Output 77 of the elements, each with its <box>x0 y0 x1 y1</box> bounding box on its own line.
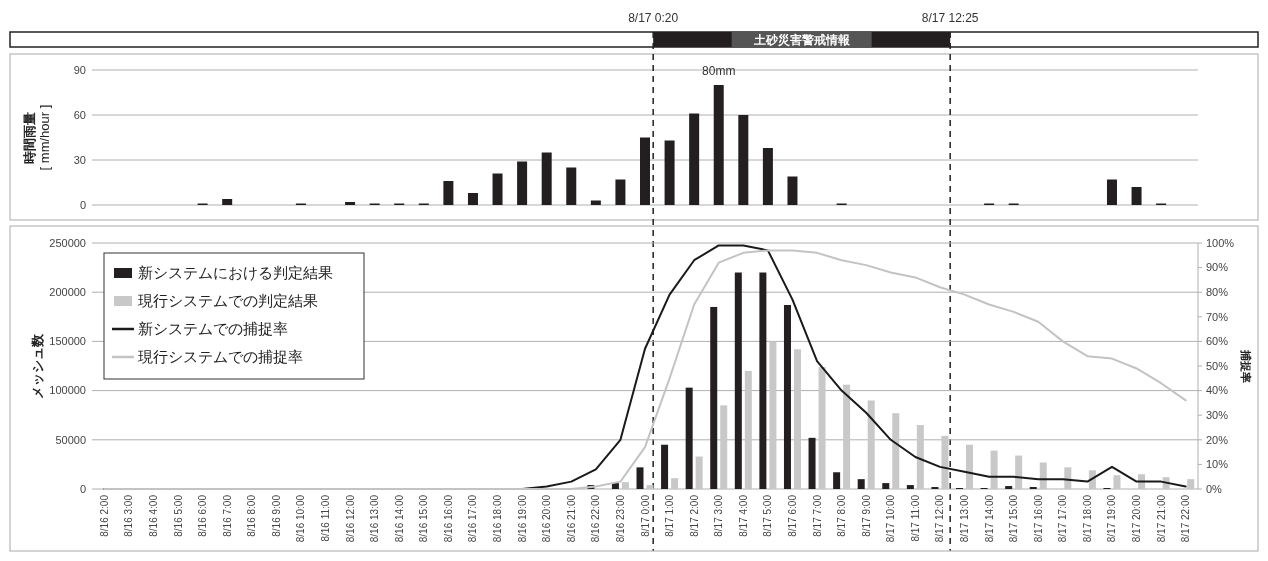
y2-tick-label: 10% <box>1206 458 1229 471</box>
annotation: 80mm <box>702 64 736 78</box>
x-tick-label: 8/17 22:00 <box>1180 494 1192 543</box>
x-tick-label: 8/16 5:00 <box>172 494 184 537</box>
x-tick-label: 8/17 11:00 <box>909 494 921 542</box>
y-tick-label: 30 <box>73 153 86 166</box>
y-tick-label: 100000 <box>49 384 86 397</box>
x-tick-label: 8/17 4:00 <box>737 494 749 537</box>
y2-tick-label: 30% <box>1206 409 1229 422</box>
x-tick-label: 8/17 17:00 <box>1057 494 1069 543</box>
y-tick-label: 0 <box>79 482 86 495</box>
x-tick-label: 8/16 13:00 <box>369 494 381 543</box>
text: 8/17 0:20 <box>628 11 679 25</box>
x-tick-label: 8/16 20:00 <box>541 494 553 543</box>
y2-tick-label: 50% <box>1206 359 1229 372</box>
x-tick-label: 8/16 23:00 <box>614 494 626 543</box>
x-tick-label: 8/16 3:00 <box>123 494 135 537</box>
x-tick-label: 8/16 19:00 <box>516 494 528 543</box>
x-tick-label: 8/16 12:00 <box>344 494 356 543</box>
x-tick-label: 8/16 17:00 <box>467 494 479 543</box>
x-tick-label: 8/17 19:00 <box>1106 494 1118 543</box>
y2-axis-title: 捕捉率 <box>1240 348 1252 383</box>
x-tick-label: 8/16 18:00 <box>492 494 504 543</box>
x-tick-label: 8/16 21:00 <box>565 494 577 543</box>
y-tick-label: 250000 <box>49 236 86 249</box>
legend-label: 新システムでの捕捉率 <box>138 320 288 338</box>
x-tick-label: 8/17 7:00 <box>811 494 823 537</box>
x-tick-label: 8/17 21:00 <box>1155 494 1167 543</box>
x-tick-label: 8/16 9:00 <box>270 494 282 537</box>
y2-tick-label: 70% <box>1206 310 1229 323</box>
x-tick-label: 8/17 2:00 <box>688 494 700 537</box>
y2-tick-label: 80% <box>1206 286 1229 299</box>
y-axis-title: メッシュ数 <box>30 332 45 399</box>
y-tick-label: 200000 <box>49 286 86 299</box>
x-tick-label: 8/16 10:00 <box>295 494 307 543</box>
y-tick-label: 150000 <box>49 335 86 348</box>
x-tick-label: 8/17 12:00 <box>934 494 946 543</box>
x-tick-label: 8/16 7:00 <box>221 494 233 537</box>
x-tick-label: 8/16 22:00 <box>590 494 602 543</box>
x-tick-label: 8/17 9:00 <box>860 494 872 537</box>
x-tick-label: 8/16 15:00 <box>418 494 430 543</box>
x-tick-label: 8/17 6:00 <box>786 494 798 537</box>
x-tick-label: 8/16 2:00 <box>98 494 110 537</box>
x-tick-label: 8/17 1:00 <box>664 494 676 537</box>
x-tick-label: 8/17 8:00 <box>836 494 848 537</box>
x-tick-label: 8/16 8:00 <box>246 494 258 537</box>
x-tick-label: 8/16 11:00 <box>319 494 331 542</box>
y2-tick-label: 0% <box>1206 482 1223 495</box>
y2-tick-label: 100% <box>1206 236 1235 249</box>
legend-label: 現行システムでの判定結果 <box>138 292 318 310</box>
y2-tick-label: 90% <box>1206 261 1229 274</box>
text: 8/17 12:25 <box>921 11 979 25</box>
y-tick-label: 60 <box>73 108 86 121</box>
legend-label: 新システムにおける判定結果 <box>138 264 333 282</box>
x-tick-label: 8/17 14:00 <box>983 494 995 543</box>
x-tick-label: 8/16 14:00 <box>393 494 405 543</box>
x-tick-label: 8/17 13:00 <box>959 494 971 543</box>
x-tick-label: 8/17 20:00 <box>1131 494 1143 543</box>
text: 土砂災害警戒情報 <box>752 33 851 47</box>
y-tick-label: 90 <box>73 63 86 76</box>
x-tick-label: 8/17 3:00 <box>713 494 725 537</box>
y2-tick-label: 20% <box>1206 433 1229 446</box>
y2-tick-label: 60% <box>1206 335 1229 348</box>
x-tick-label: 8/16 6:00 <box>197 494 209 537</box>
legend-label: 現行システムでの捕捉率 <box>138 348 303 366</box>
y-tick-label: 50000 <box>55 433 86 446</box>
y2-tick-label: 40% <box>1206 384 1229 397</box>
y-axis-title: 時間雨量 [ mm/hour ] <box>22 104 52 171</box>
x-tick-label: 8/17 16:00 <box>1032 494 1044 543</box>
x-tick-label: 8/17 10:00 <box>885 494 897 543</box>
x-tick-label: 8/16 4:00 <box>147 494 159 537</box>
x-tick-label: 8/17 15:00 <box>1008 494 1020 543</box>
x-tick-label: 8/17 0:00 <box>639 494 651 537</box>
x-tick-label: 8/17 5:00 <box>762 494 774 537</box>
x-tick-label: 8/17 18:00 <box>1081 494 1093 543</box>
y-tick-label: 0 <box>79 198 86 211</box>
x-tick-label: 8/16 16:00 <box>442 494 454 543</box>
